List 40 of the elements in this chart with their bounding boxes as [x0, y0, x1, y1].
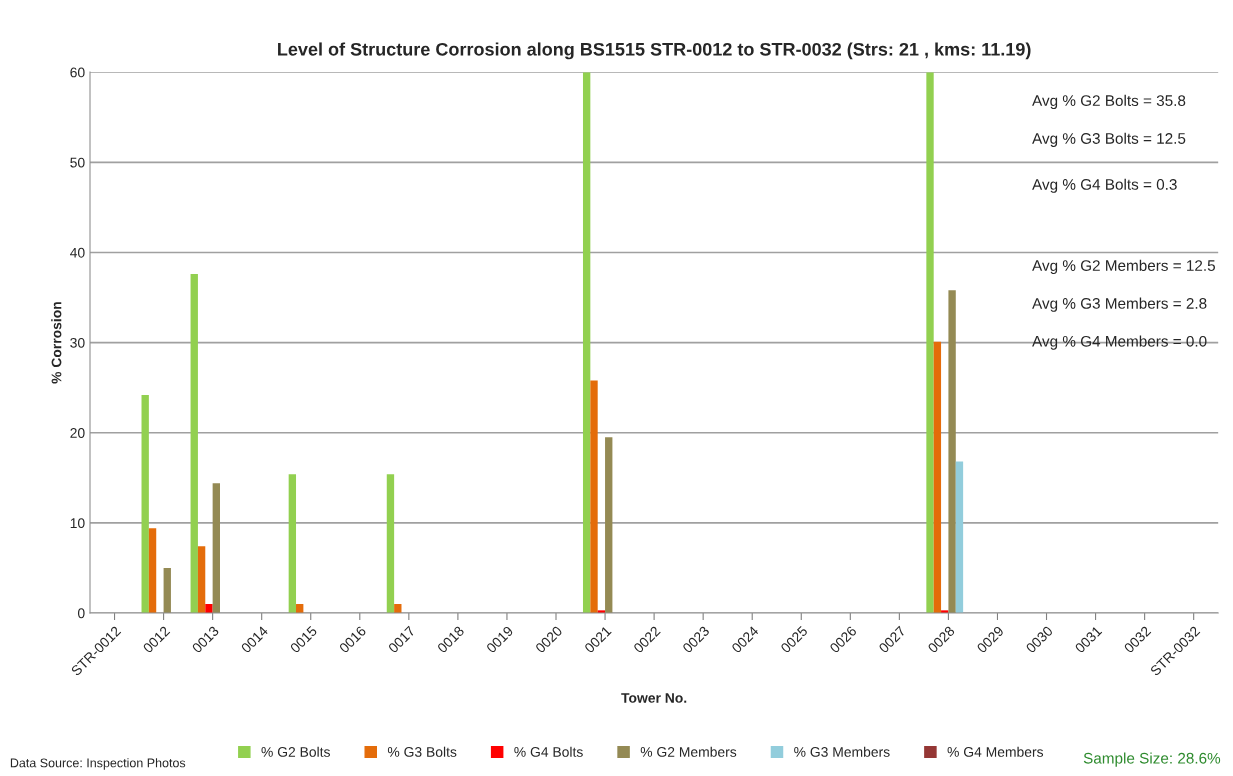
- y-tick-label: 10: [70, 518, 85, 529]
- text: Sample Size: 28.6%: [1083, 752, 1221, 767]
- y-axis-title: % Corrosion: [51, 302, 62, 384]
- bar: [197, 546, 206, 614]
- bar: [212, 483, 220, 614]
- legend-label: % G3 Members: [794, 746, 890, 757]
- bar: [190, 274, 198, 614]
- annotation: Avg % G4 Bolts = 0.3: [1032, 178, 1177, 193]
- y-tick-label: 30: [70, 337, 85, 348]
- legend-label: % G3 Bolts: [387, 746, 457, 757]
- bar: [386, 474, 395, 614]
- y-tick-label: 50: [70, 157, 85, 168]
- bar: [148, 528, 157, 614]
- bar: [605, 437, 613, 614]
- bar: [933, 341, 942, 614]
- bar: [582, 72, 591, 614]
- legend-label: % G4 Bolts: [514, 746, 583, 757]
- annotation: Avg % G3 Members = 2.8: [1032, 297, 1207, 312]
- bar: [205, 604, 213, 614]
- bar: [163, 567, 171, 614]
- chart-title: Level of Structure Corrosion along BS1515 STR-0012 to STR-0032 (Strs: 21 , kms: 11.19): [278, 42, 1031, 60]
- y-tick-label: 20: [70, 428, 85, 438]
- legend-label: % G2 Bolts: [261, 746, 330, 757]
- x-axis-title: Tower No.: [621, 693, 687, 703]
- annotation: Avg % G4 Members = 0.0: [1032, 335, 1207, 350]
- legend-label: % G2 Members: [640, 746, 737, 757]
- annotation: Avg % G3 Bolts = 12.5: [1032, 132, 1186, 147]
- annotation: Avg % G2 Members = 12.5: [1032, 259, 1215, 274]
- annotation: Avg % G2 Bolts = 35.8: [1032, 94, 1186, 110]
- bar: [141, 394, 149, 614]
- y-tick-label: 60: [70, 67, 85, 78]
- bar: [948, 290, 956, 614]
- source-note: Data Source: Inspection Photos: [10, 758, 186, 770]
- bar: [955, 461, 964, 614]
- bar: [926, 72, 934, 614]
- bar: [590, 380, 598, 614]
- legend-label: % G4 Members: [947, 746, 1044, 757]
- y-tick-label: 0: [77, 608, 85, 619]
- bar: [288, 474, 297, 614]
- y-tick-label: 40: [70, 247, 85, 258]
